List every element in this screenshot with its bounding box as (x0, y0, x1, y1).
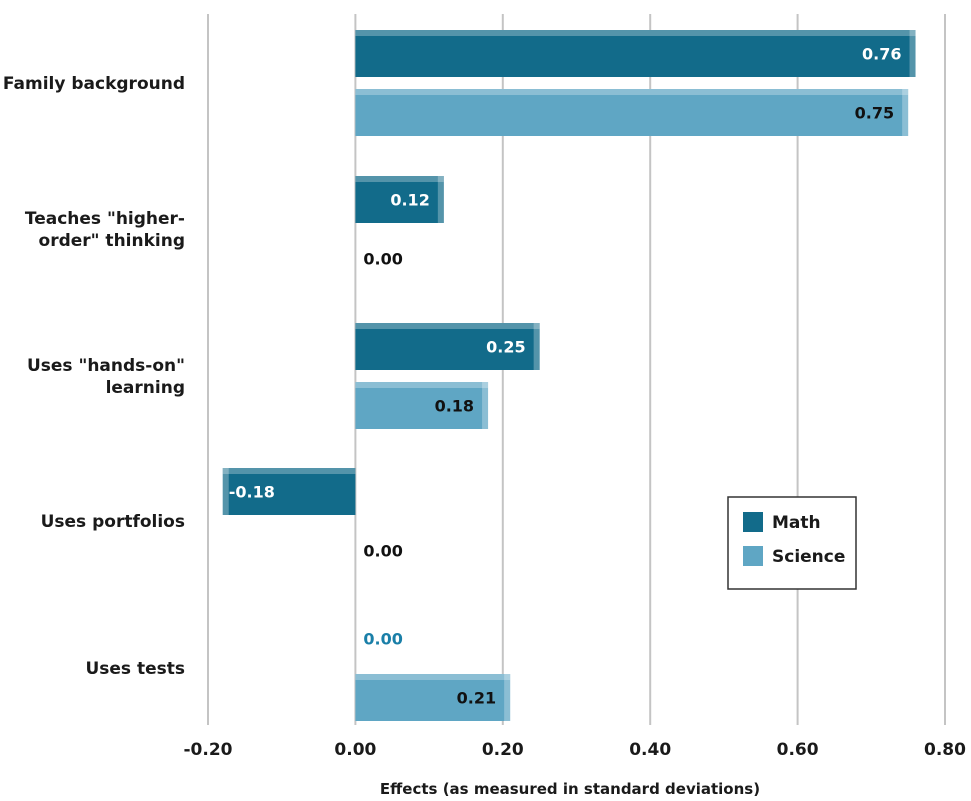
bar-edge (902, 89, 909, 136)
bar-edge (482, 382, 489, 429)
legend-swatch-science (743, 546, 763, 566)
legend-label-science: Science (772, 547, 845, 567)
value-label: 0.00 (363, 250, 402, 269)
category-label: Teaches "higher- (25, 209, 185, 229)
x-axis-ticks: -0.20 0.00 0.20 0.40 0.60 0.80 (184, 740, 967, 760)
value-labels: 0.76 0.12 0.25 -0.18 0.00 0.75 0.00 0.18 0.00 0.2… (229, 45, 902, 708)
value-label: 0.00 (363, 542, 402, 561)
legend-swatch-math (743, 512, 763, 532)
value-label: 0.18 (435, 397, 474, 416)
bar-edge (437, 176, 444, 223)
bar-science (355, 674, 511, 721)
value-label: 0.25 (486, 338, 525, 357)
bar-math (222, 468, 356, 515)
category-label: learning (106, 378, 185, 398)
category-label: Uses "hands-on" (27, 356, 185, 376)
value-label: 0.12 (390, 191, 429, 210)
bar-highlight (355, 176, 444, 182)
x-tick-label: -0.20 (184, 740, 233, 760)
bar-highlight (222, 468, 356, 474)
bar-edge (222, 468, 229, 515)
bar-math (355, 323, 540, 370)
x-tick-label: 0.80 (924, 740, 966, 760)
legend-label-math: Math (772, 513, 821, 533)
bar-science (355, 89, 909, 136)
legend: Math Science (727, 496, 857, 590)
value-label: 0.75 (855, 104, 894, 123)
x-tick-label: 0.60 (777, 740, 819, 760)
bar-highlight (355, 674, 511, 680)
x-tick-label: 0.00 (334, 740, 376, 760)
bar-math (355, 176, 444, 223)
x-axis-title: Effects (as measured in standard deviati… (380, 780, 760, 798)
bar-highlight (355, 382, 489, 388)
value-label: 0.00 (363, 630, 402, 649)
bar-edge (533, 323, 540, 370)
value-label: 0.21 (457, 689, 496, 708)
value-label: 0.76 (862, 45, 901, 64)
bar-highlight (355, 89, 909, 95)
bar-math (355, 30, 916, 77)
value-label: -0.18 (229, 483, 275, 502)
bar-science (355, 382, 489, 429)
category-label: Family background (3, 74, 185, 94)
x-tick-label: 0.40 (629, 740, 671, 760)
x-tick-label: 0.20 (482, 740, 524, 760)
bar-highlight (355, 30, 916, 36)
legend-box (727, 496, 857, 590)
bar-edge (909, 30, 916, 77)
bars-layer (222, 30, 916, 721)
category-labels: Family background Teaches "higher-order" … (3, 74, 185, 679)
category-label: order" thinking (39, 231, 185, 251)
bar-edge (504, 674, 511, 721)
category-label: Uses tests (85, 659, 185, 679)
bar-highlight (355, 323, 540, 329)
category-label: Uses portfolios (41, 512, 185, 532)
